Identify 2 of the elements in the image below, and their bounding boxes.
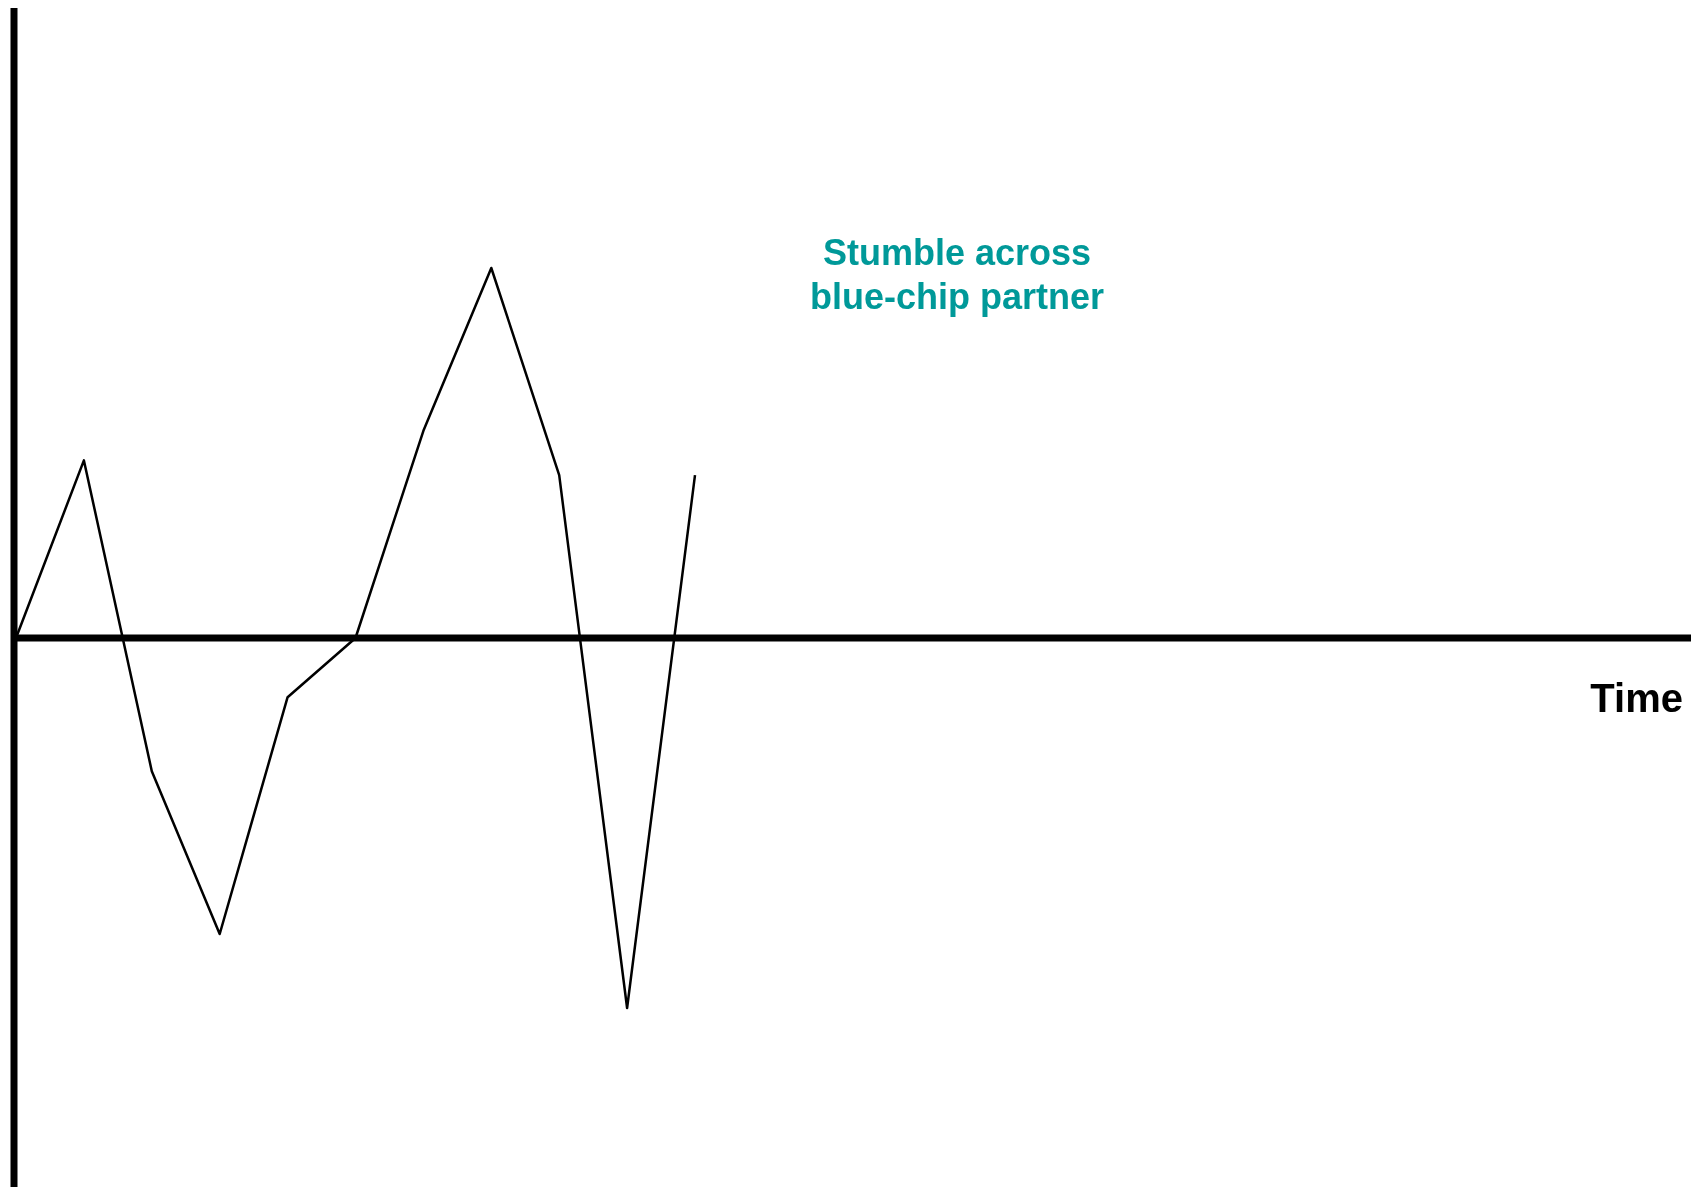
text: Time xyxy=(1590,676,1683,720)
text: Stumble across blue-chip partner xyxy=(809,232,1105,317)
